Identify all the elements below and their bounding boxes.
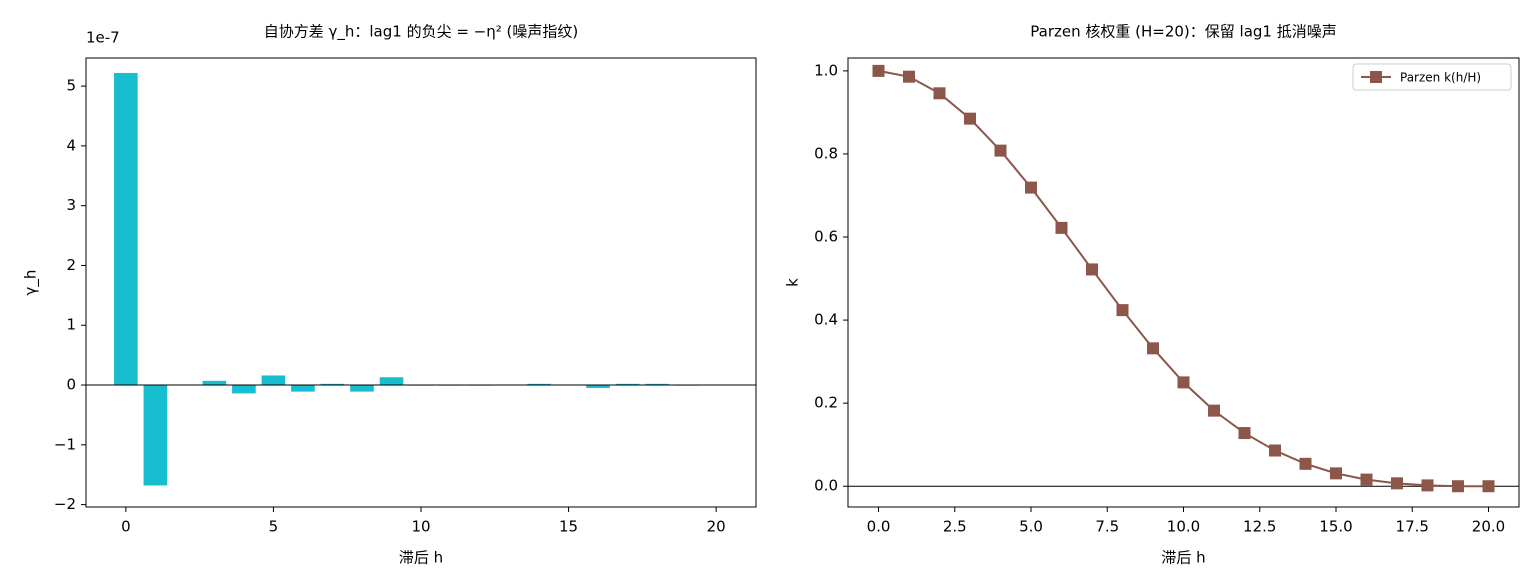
bar <box>350 385 374 392</box>
y-tick-label: 0.0 <box>814 477 838 495</box>
x-tick-label: 7.5 <box>1095 518 1119 536</box>
x-tick-label: 17.5 <box>1396 518 1429 536</box>
marker <box>1299 457 1312 470</box>
marker <box>964 112 976 125</box>
chart-title: Parzen 核权重 (H=20)：保留 lag1 抵消噪声 <box>1030 23 1336 41</box>
series-line <box>878 69 1489 488</box>
y-tick-label: −2 <box>54 495 76 513</box>
bar <box>320 383 345 386</box>
x-tick-label: 0.0 <box>867 518 891 536</box>
bar <box>202 380 227 386</box>
y-tick-label: 0.8 <box>814 144 838 162</box>
legend-label: Parzen k(h/H) <box>1400 71 1481 85</box>
y-axis-label: k <box>784 278 802 287</box>
y-tick-label: 0.6 <box>814 228 838 246</box>
bar <box>232 385 256 394</box>
x-tick-label: 5 <box>269 518 279 536</box>
y-tick-label: 5 <box>66 77 76 95</box>
y-tick-label: 0 <box>66 376 76 394</box>
y-axis-label: γ_h <box>22 270 41 296</box>
legend-marker <box>1370 71 1382 83</box>
bar <box>379 377 404 386</box>
bar <box>586 385 610 389</box>
x-axis-label: 滞后 h <box>399 549 443 567</box>
x-tick-label: 20 <box>707 518 726 536</box>
bar <box>645 383 669 386</box>
x-tick-label: 15 <box>559 518 578 536</box>
x-tick-label: 10.0 <box>1167 518 1200 536</box>
x-tick-label: 12.5 <box>1243 518 1276 536</box>
marker <box>1116 304 1129 317</box>
marker <box>1147 342 1159 355</box>
plot-frame <box>847 57 1520 508</box>
y-tick-label: 0.4 <box>814 311 838 329</box>
x-axis-label: 滞后 h <box>1161 549 1205 567</box>
marker <box>1330 467 1342 480</box>
bar <box>261 375 286 386</box>
bar <box>291 385 315 392</box>
bar <box>615 383 640 386</box>
y-tick-label: −1 <box>54 435 76 453</box>
marker <box>1269 444 1281 457</box>
marker <box>1055 221 1068 234</box>
marker <box>903 70 915 83</box>
marker <box>1086 263 1098 276</box>
marker <box>1208 404 1220 417</box>
bar <box>143 385 168 486</box>
x-tick-label: 2.5 <box>943 518 967 536</box>
marker <box>872 64 885 77</box>
marker <box>1452 480 1464 493</box>
marker <box>933 87 946 100</box>
x-tick-label: 20.0 <box>1472 518 1505 536</box>
y-tick-label: 0.2 <box>814 394 838 412</box>
marker <box>1177 376 1190 389</box>
y-tick-label: 2 <box>66 256 76 274</box>
bar <box>527 383 551 386</box>
bar <box>114 72 138 386</box>
marker <box>1360 473 1373 486</box>
marker <box>1025 181 1037 194</box>
x-tick-label: 10 <box>411 518 430 536</box>
marker <box>994 144 1007 157</box>
marker <box>1421 479 1434 492</box>
marker <box>1482 480 1495 493</box>
marker <box>1391 477 1403 490</box>
marker <box>1238 427 1251 440</box>
y-tick-label: 1.0 <box>814 61 838 79</box>
x-tick-label: 15.0 <box>1319 518 1352 536</box>
y-tick-label: 4 <box>66 136 76 154</box>
legend-box <box>1352 63 1512 91</box>
y-tick-label: 3 <box>66 196 76 214</box>
y-tick-label: 1 <box>66 316 76 334</box>
axis-offset: 1e-7 <box>86 29 120 47</box>
x-tick-label: 5.0 <box>1019 518 1043 536</box>
x-tick-label: 0 <box>121 518 131 536</box>
chart-title: 自协方差 γ_h：lag1 的负尖 = −η² (噪声指纹) <box>264 23 579 42</box>
plot-frame <box>85 57 757 508</box>
